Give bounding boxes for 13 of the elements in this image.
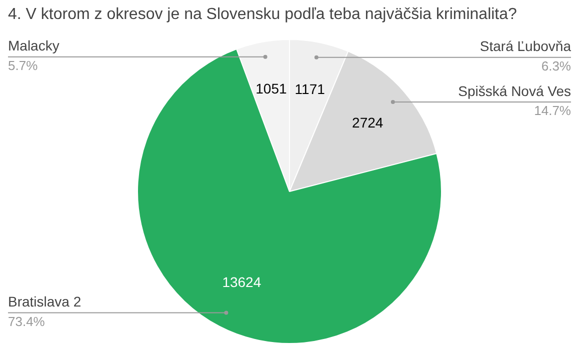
text: 5.7% bbox=[8, 58, 38, 73]
data-label: 13624 bbox=[222, 274, 262, 290]
slice-label: Bratislava 2 bbox=[8, 294, 82, 310]
data-label: 2724 bbox=[352, 114, 384, 131]
chart-title: 4. V ktorom z okresov je na Slovensku podľa teba najväčšia kriminalita? bbox=[8, 6, 517, 24]
slice-label: Spišská Nová Ves bbox=[458, 82, 571, 99]
text: 14.7% bbox=[534, 103, 571, 118]
text: 73.4% bbox=[8, 314, 45, 329]
slice-label: Stará Ľubovňa bbox=[480, 38, 572, 54]
slice-label: Malacky bbox=[8, 38, 60, 54]
data-label: 1051 bbox=[256, 80, 287, 97]
text: 6.3% bbox=[541, 58, 571, 74]
data-label: 1171 bbox=[294, 81, 326, 98]
